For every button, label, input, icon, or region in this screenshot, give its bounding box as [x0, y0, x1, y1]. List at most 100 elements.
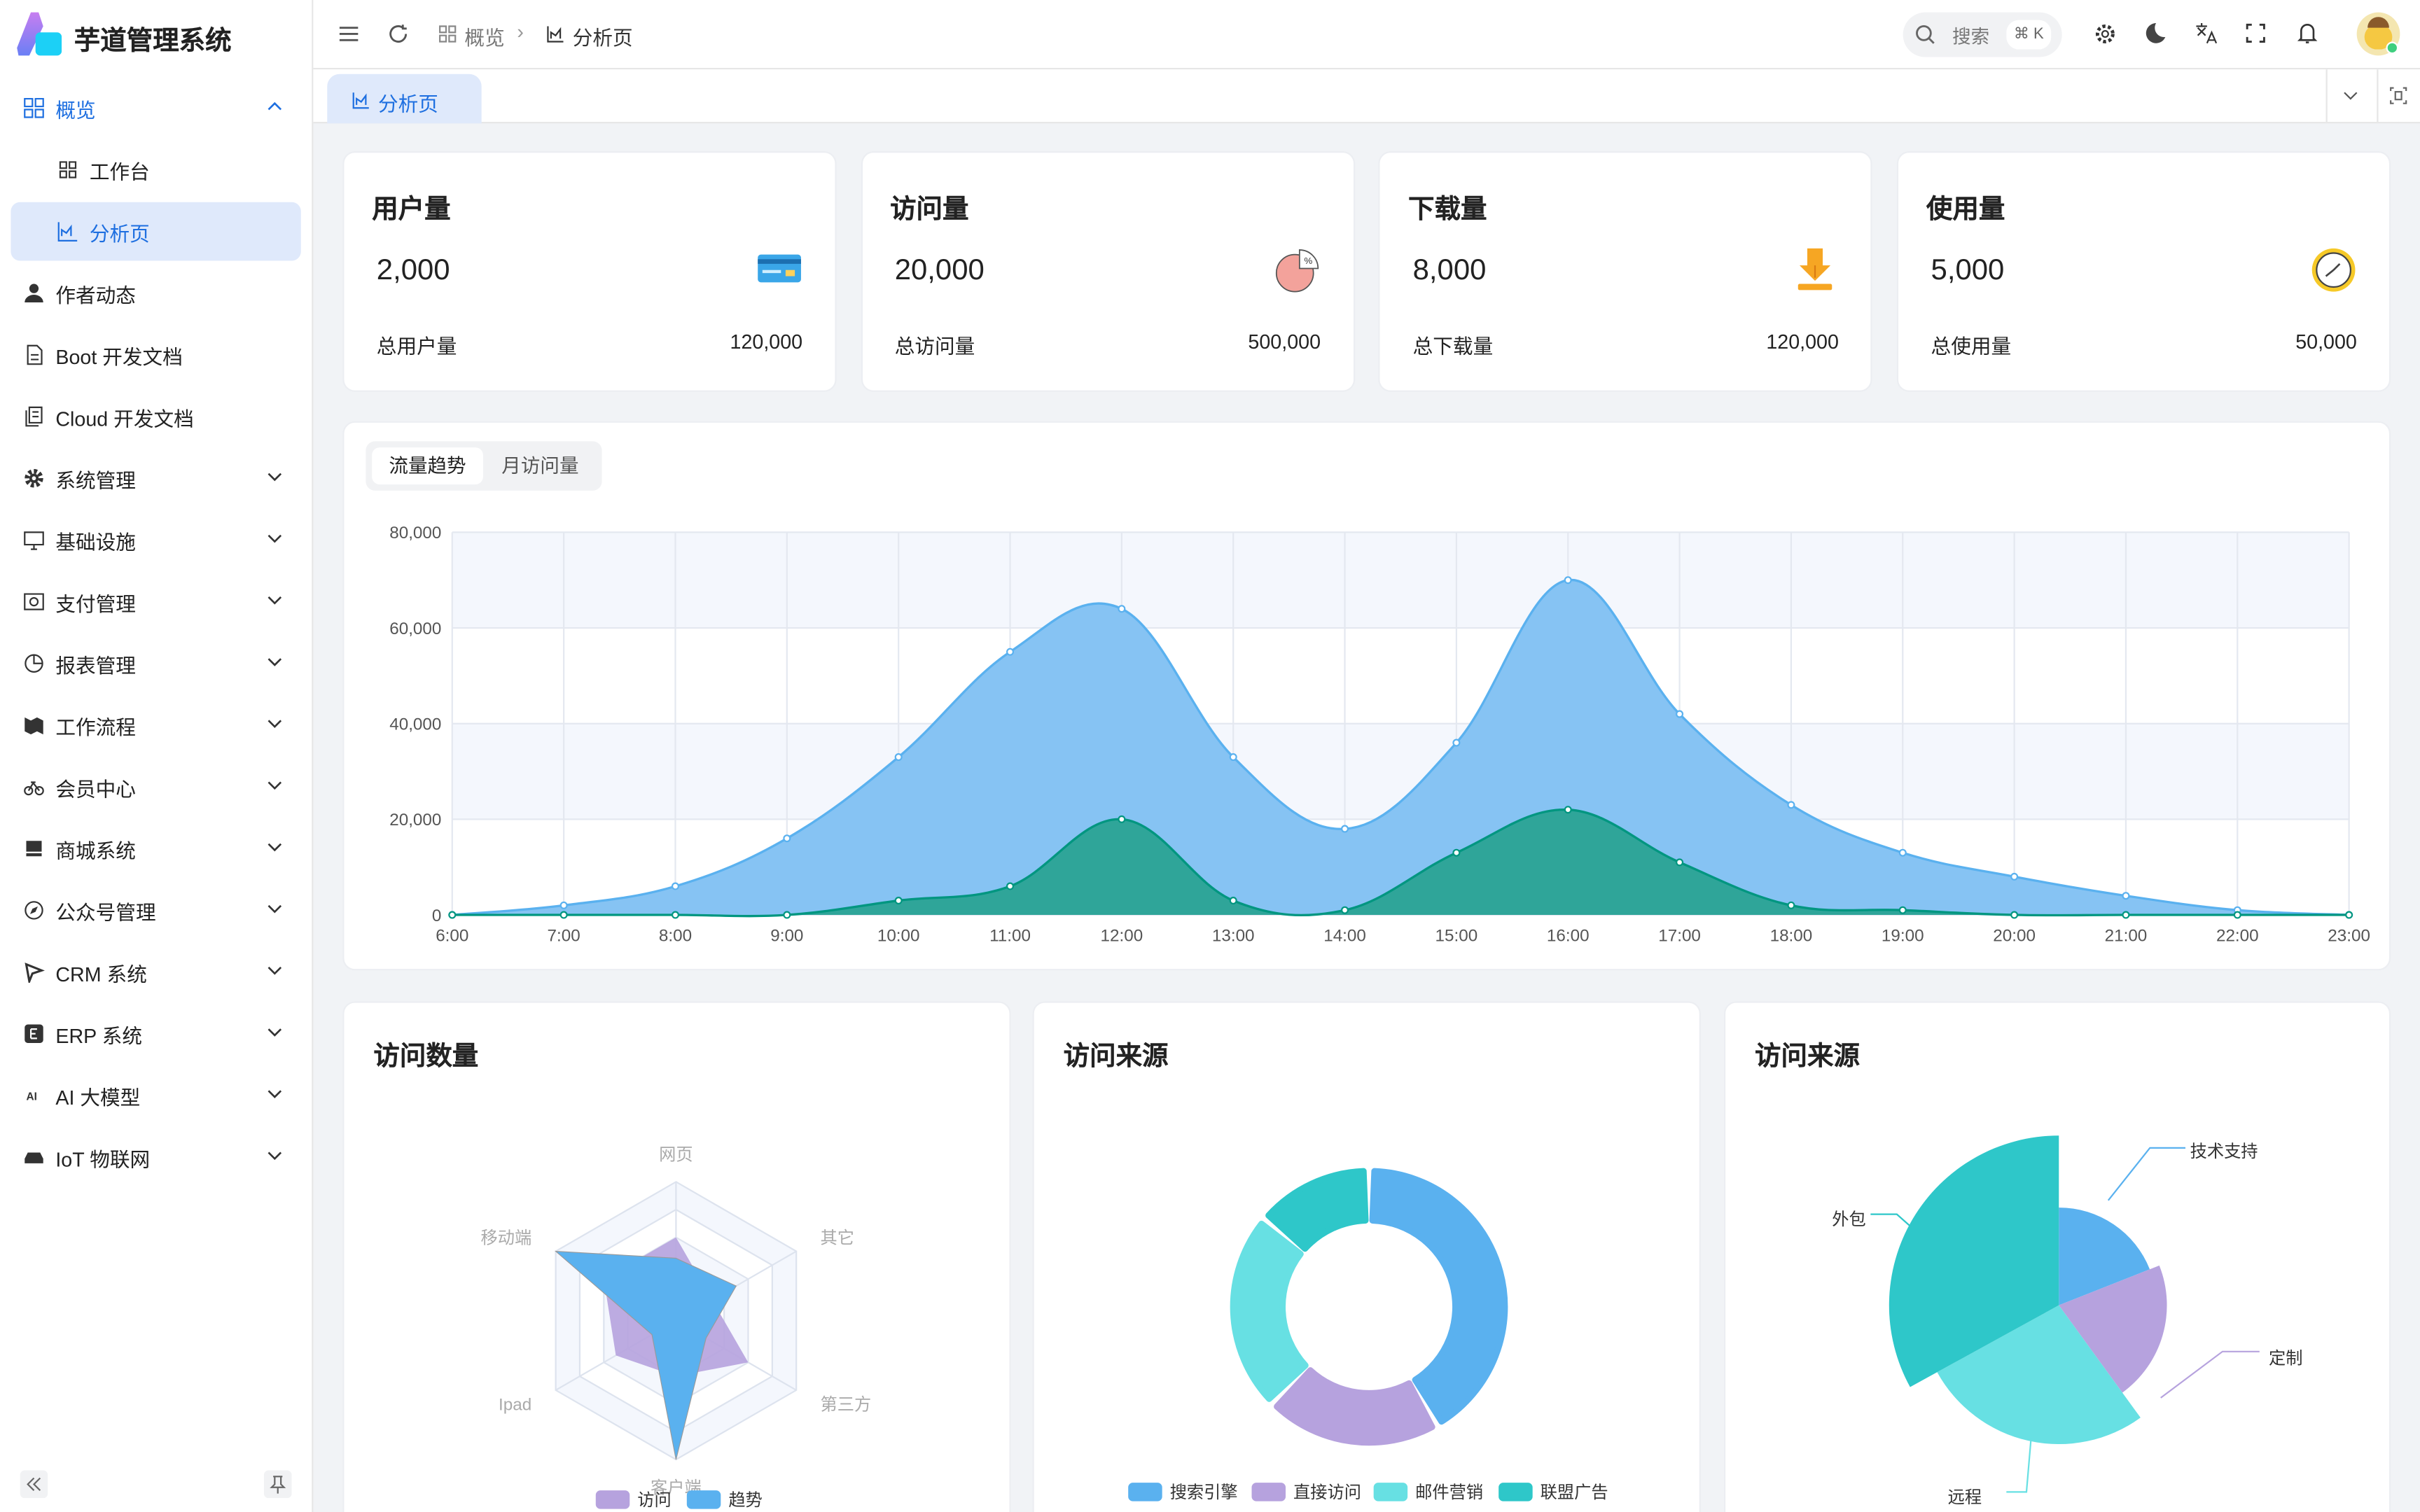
legend-swatch[interactable] [686, 1490, 721, 1509]
sidebar-item-17[interactable]: IoT 物联网 [11, 1128, 300, 1186]
legend-label[interactable]: 访问 [637, 1491, 671, 1510]
rose-slice-3[interactable] [1889, 1135, 2059, 1387]
sidebar-item-label: 基础设施 [55, 530, 136, 554]
donut-chart: 搜索引擎 直接访问 邮件营销 联盟广告 [1128, 1168, 1608, 1502]
data-point[interactable] [1564, 806, 1572, 814]
data-point[interactable] [559, 901, 568, 909]
legend-label[interactable]: 直接访问 [1293, 1483, 1361, 1502]
search-button[interactable]: 搜索 ⌘ K [1903, 12, 2062, 57]
sidebar-item-10[interactable]: 工作流程 [11, 696, 300, 755]
data-point[interactable] [448, 911, 457, 919]
sidebar-item-11[interactable]: 会员中心 [11, 757, 300, 816]
sidebar-item-15[interactable]: ERP 系统 [11, 1004, 300, 1063]
sidebar-item-7[interactable]: 基础设施 [11, 511, 300, 570]
sidebar-item-9[interactable]: 报表管理 [11, 634, 300, 693]
data-point[interactable] [1341, 906, 1349, 914]
data-point[interactable] [783, 834, 791, 843]
chevron-down-icon [267, 534, 282, 543]
data-point[interactable] [1452, 848, 1461, 857]
sidebar-item-12[interactable]: 商城系统 [11, 819, 300, 878]
data-point[interactable] [894, 897, 903, 905]
tab-analytics[interactable]: 分析页 [327, 74, 482, 124]
maximize-icon[interactable] [2389, 86, 2407, 104]
rose-slice-2[interactable] [1937, 1305, 2141, 1445]
data-point[interactable] [1898, 848, 1907, 857]
breadcrumb-overview[interactable]: 概览 [464, 26, 505, 50]
data-point[interactable] [783, 911, 791, 919]
data-point[interactable] [2345, 911, 2353, 919]
data-point[interactable] [1787, 801, 1795, 809]
data-point[interactable] [2010, 872, 2019, 881]
radar-series-1[interactable] [555, 1250, 737, 1460]
data-point[interactable] [1676, 858, 1684, 867]
legend-label[interactable]: 趋势 [728, 1491, 762, 1510]
refresh-icon[interactable] [387, 23, 409, 45]
gear-icon [25, 469, 43, 488]
pin-icon[interactable] [263, 1470, 292, 1499]
data-point[interactable] [1229, 753, 1237, 762]
stat-title: 使用量 [1926, 194, 2005, 224]
translate-icon[interactable] [2195, 22, 2218, 45]
payment-icon [24, 593, 44, 610]
legend-label[interactable]: 搜索引擎 [1170, 1483, 1238, 1502]
chevron-down-icon [267, 658, 282, 666]
data-point[interactable] [1006, 882, 1015, 890]
sidebar-item-0[interactable]: 概览 [11, 78, 300, 137]
chevron-down-icon[interactable] [2343, 88, 2358, 104]
data-point[interactable] [1676, 710, 1684, 718]
chevron-down-icon [267, 904, 282, 913]
donut-slice-3[interactable] [1265, 1168, 1369, 1252]
data-point[interactable] [2122, 892, 2130, 900]
tab-traffic-trend[interactable]: 流量趋势 [372, 447, 483, 485]
sidebar-item-1[interactable]: 工作台 [11, 141, 300, 200]
sidebar-item-8[interactable]: 支付管理 [11, 573, 300, 631]
sidebar-item-2[interactable]: 分析页 [11, 202, 301, 261]
sidebar-item-13[interactable]: 公众号管理 [11, 881, 300, 940]
radar-indicator-label: 第三方 [821, 1396, 872, 1415]
menu-icon[interactable] [338, 23, 360, 45]
data-point[interactable] [1564, 576, 1572, 584]
data-point[interactable] [1118, 605, 1126, 613]
dark-mode-icon[interactable] [2143, 22, 2167, 45]
legend-swatch[interactable] [595, 1490, 630, 1509]
gear-icon[interactable] [2094, 23, 2116, 45]
sidebar-item-16[interactable]: AI AI 大模型 [11, 1066, 300, 1125]
data-point[interactable] [2233, 911, 2241, 919]
donut-slice-0[interactable] [1369, 1168, 1508, 1425]
donut-slice-1[interactable] [1274, 1367, 1435, 1446]
data-point[interactable] [559, 911, 568, 919]
legend-swatch[interactable] [1498, 1483, 1533, 1502]
sidebar-item-14[interactable]: CRM 系统 [11, 943, 300, 1002]
fullscreen-icon[interactable] [2246, 23, 2266, 43]
sidebar-item-4[interactable]: Boot 开发文档 [11, 326, 300, 384]
data-point[interactable] [2010, 911, 2019, 919]
data-point[interactable] [1229, 897, 1237, 905]
sidebar-item-6[interactable]: 系统管理 [11, 449, 300, 507]
bell-icon[interactable] [2297, 22, 2318, 45]
legend-label[interactable]: 联盟广告 [1541, 1483, 1608, 1502]
data-point[interactable] [1787, 901, 1795, 909]
data-point[interactable] [1341, 825, 1349, 833]
legend-swatch[interactable] [1251, 1483, 1286, 1502]
data-point[interactable] [2122, 911, 2130, 919]
x-tick-label: 13:00 [1212, 927, 1255, 946]
data-point[interactable] [1118, 815, 1126, 823]
legend-swatch[interactable] [1128, 1483, 1162, 1502]
legend-label[interactable]: 邮件营销 [1415, 1483, 1483, 1502]
data-point[interactable] [1006, 648, 1015, 656]
x-tick-label: 23:00 [2328, 927, 2370, 946]
donut-slice-2[interactable] [1230, 1220, 1309, 1402]
data-point[interactable] [671, 911, 679, 919]
data-point[interactable] [1452, 738, 1461, 747]
rose-slice-1[interactable] [2059, 1265, 2167, 1393]
y-tick-label: 60,000 [389, 620, 441, 638]
legend-swatch[interactable] [1373, 1483, 1408, 1502]
data-point[interactable] [1898, 906, 1907, 914]
sidebar-item-5[interactable]: Cloud 开发文档 [11, 387, 300, 446]
tab-monthly-visits[interactable]: 月访问量 [501, 455, 579, 477]
data-point[interactable] [894, 753, 903, 762]
sidebar-item-3[interactable]: 作者动态 [11, 264, 300, 323]
collapse-sidebar-icon[interactable] [20, 1470, 48, 1499]
data-point[interactable] [671, 882, 679, 890]
rose-slice-0[interactable] [2059, 1208, 2150, 1306]
